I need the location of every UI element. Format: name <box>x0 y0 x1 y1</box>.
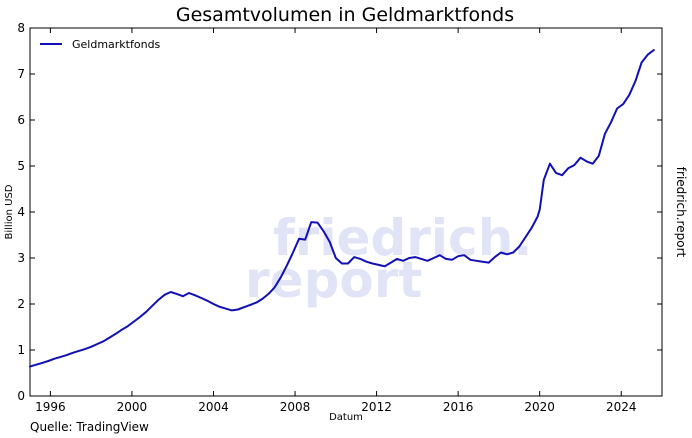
watermark-line-1: friedrich. <box>273 209 532 267</box>
chart-title: Gesamtvolumen in Geldmarktfonds <box>176 4 514 26</box>
x-tick-label: 2024 <box>606 400 637 414</box>
x-tick-label: 2016 <box>443 400 474 414</box>
y-tick-label: 6 <box>17 113 25 127</box>
x-axis-ticks: 1996 2000 2004 2008 2012 2016 2020 2024 <box>35 28 636 414</box>
y-tick-label: 5 <box>17 159 25 173</box>
x-tick-label: 2020 <box>524 400 555 414</box>
y-tick-label: 2 <box>17 297 25 311</box>
y-tick-label: 1 <box>17 343 25 357</box>
series-line-geldmarktfonds <box>29 49 655 368</box>
watermark: friedrich. report <box>245 209 532 309</box>
y-tick-label: 7 <box>17 67 25 81</box>
x-axis-label: Datum <box>329 412 363 423</box>
y-axis-ticks: 0 1 2 3 4 5 6 7 8 <box>17 21 662 403</box>
brand-side-label: friedrich.report <box>674 167 688 258</box>
legend-label: Geldmarktfonds <box>72 38 161 51</box>
legend: Geldmarktfonds <box>40 38 161 51</box>
source-note: Quelle: TradingView <box>30 420 149 434</box>
x-tick-label: 2000 <box>117 400 148 414</box>
y-tick-label: 4 <box>17 205 25 219</box>
x-tick-label: 2012 <box>361 400 392 414</box>
y-axis-label: Billion USD <box>4 184 15 239</box>
y-tick-label: 3 <box>17 251 25 265</box>
x-tick-label: 1996 <box>35 400 66 414</box>
x-tick-label: 2004 <box>198 400 229 414</box>
x-tick-label: 2008 <box>280 400 311 414</box>
y-tick-label: 8 <box>17 21 25 35</box>
y-tick-label: 0 <box>17 389 25 403</box>
